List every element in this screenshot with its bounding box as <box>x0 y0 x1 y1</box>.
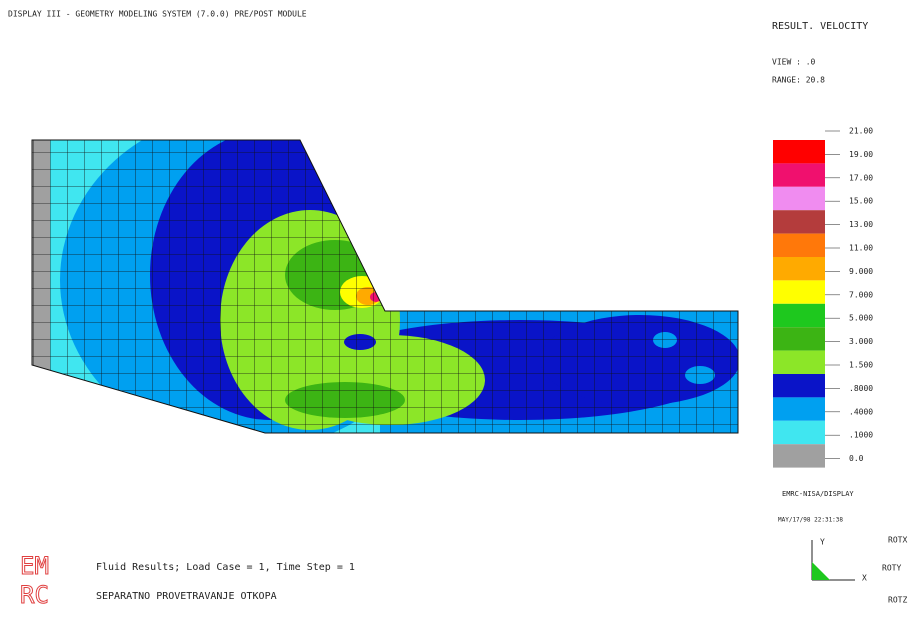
footer-line1: Fluid Results; Load Case = 1, Time Step … <box>96 562 355 573</box>
legend-label: 1.500 <box>849 361 873 370</box>
legend-swatch <box>773 163 825 187</box>
footer-line2: SEPARATNO PROVETRAVANJE OTKOPA <box>96 591 277 602</box>
date: MAY/17/98 22:31:38 <box>778 517 843 524</box>
legend-label: 17.00 <box>849 173 873 182</box>
logo-top: EM <box>20 552 49 580</box>
legend-swatch <box>773 303 825 328</box>
legend-swatch <box>773 210 825 234</box>
triad-rotx: ROTX <box>888 536 907 545</box>
triad-rotz: ROTZ <box>888 596 907 605</box>
legend-swatch <box>773 233 825 257</box>
legend-label: 9.000 <box>849 267 873 276</box>
legend-swatch <box>773 374 825 398</box>
legend-label: 7.000 <box>849 290 873 299</box>
legend-swatch <box>773 186 825 211</box>
legend-label: 21.00 <box>849 127 873 136</box>
legend-label: .1000 <box>849 431 873 440</box>
triad-x: X <box>862 574 867 583</box>
legend-swatch <box>773 350 825 374</box>
legend-label: .8000 <box>849 384 873 393</box>
triad: Y X ROTX ROTY ROTZ <box>811 536 907 605</box>
legend: 21.00 19.00 17.00 15.00 13.00 11.00 9.000 7.000… <box>773 127 873 468</box>
legend-swatch <box>773 420 825 445</box>
range: RANGE: 20.8 <box>772 76 825 85</box>
legend-swatch <box>773 140 825 164</box>
legend-label: 0.0 <box>849 454 864 463</box>
legend-label: 19.00 <box>849 150 873 159</box>
legend-swatch <box>773 280 825 304</box>
program: EMRC-NISA/DISPLAY <box>782 490 854 498</box>
triad-y: Y <box>820 538 825 547</box>
logo-bottom: RC <box>20 581 49 609</box>
legend-swatch <box>773 257 825 281</box>
legend-label: .4000 <box>849 407 873 416</box>
legend-label: 13.00 <box>849 220 873 229</box>
legend-swatch <box>773 397 825 421</box>
legend-swatch <box>773 444 825 468</box>
legend-swatch <box>773 327 825 351</box>
contour-plot <box>32 140 738 433</box>
domain-outline <box>31 139 739 434</box>
view: VIEW : .0 <box>772 58 816 67</box>
legend-label: 3.000 <box>849 337 873 346</box>
logo: EM RC <box>20 552 50 610</box>
legend-label: 5.000 <box>849 314 873 323</box>
legend-label: 15.00 <box>849 197 873 206</box>
legend-label: 11.00 <box>849 244 873 253</box>
header-title: DISPLAY III - GEOMETRY MODELING SYSTEM (… <box>8 10 307 19</box>
triad-roty: ROTY <box>882 564 901 573</box>
result-title: RESULT. VELOCITY <box>772 21 868 32</box>
